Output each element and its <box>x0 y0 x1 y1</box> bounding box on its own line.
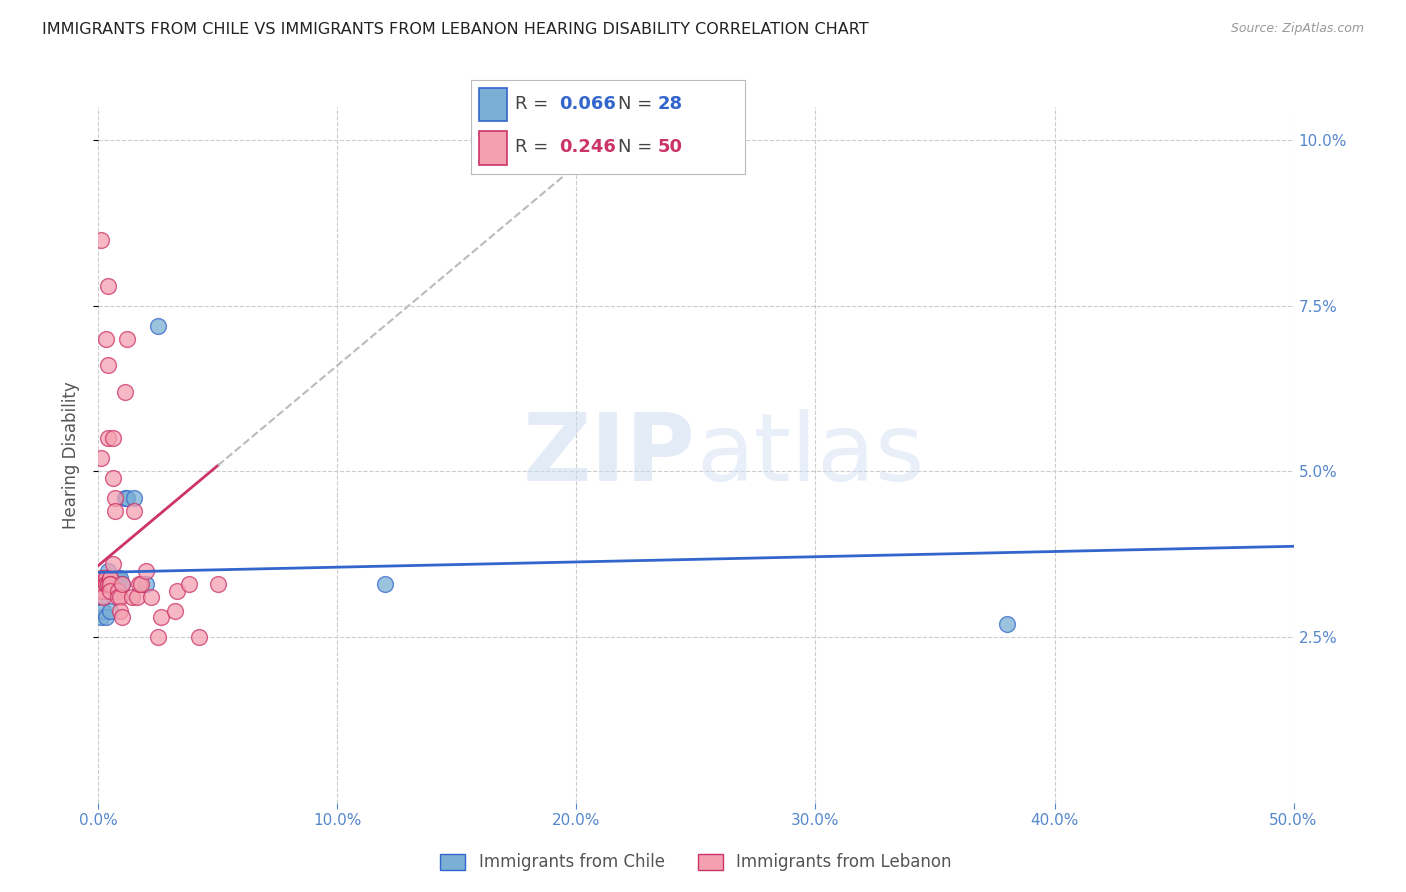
Point <box>104 570 127 584</box>
Point <box>91 583 114 598</box>
Point <box>98 577 122 591</box>
Point <box>91 577 114 591</box>
Point <box>121 591 143 605</box>
Bar <box>479 131 506 164</box>
Point <box>125 591 148 605</box>
Point <box>207 577 229 591</box>
Point <box>101 471 124 485</box>
Point <box>90 591 112 605</box>
Point <box>98 583 122 598</box>
Text: Source: ZipAtlas.com: Source: ZipAtlas.com <box>1230 22 1364 36</box>
Text: atlas: atlas <box>696 409 924 501</box>
Text: 0.066: 0.066 <box>558 95 616 113</box>
Text: ZIP: ZIP <box>523 409 696 501</box>
Point <box>98 570 122 584</box>
Point <box>90 233 112 247</box>
Point <box>149 610 172 624</box>
Point <box>97 564 120 578</box>
Point <box>111 610 134 624</box>
Point <box>104 583 127 598</box>
Point <box>148 630 170 644</box>
Point <box>111 577 134 591</box>
Text: N =: N = <box>617 95 658 113</box>
Point <box>148 318 170 333</box>
Point <box>107 591 129 605</box>
Point <box>94 610 117 624</box>
Point <box>107 583 129 598</box>
Point <box>97 577 120 591</box>
Point <box>98 577 122 591</box>
Text: N =: N = <box>617 138 658 156</box>
Point <box>111 577 134 591</box>
Point <box>101 577 124 591</box>
Point <box>97 577 120 591</box>
Point <box>97 431 120 445</box>
Point <box>128 577 150 591</box>
Legend: Immigrants from Chile, Immigrants from Lebanon: Immigrants from Chile, Immigrants from L… <box>433 847 959 878</box>
Point <box>108 604 131 618</box>
Point <box>91 570 114 584</box>
Point <box>115 332 138 346</box>
Point <box>94 332 117 346</box>
Point <box>101 431 124 445</box>
Point <box>108 591 131 605</box>
Point <box>91 591 114 605</box>
Point <box>104 491 127 505</box>
Point <box>94 570 117 584</box>
Point <box>115 491 138 505</box>
Point <box>139 591 162 605</box>
Point <box>91 604 114 618</box>
Point <box>101 558 124 572</box>
Text: R =: R = <box>515 138 554 156</box>
Text: IMMIGRANTS FROM CHILE VS IMMIGRANTS FROM LEBANON HEARING DISABILITY CORRELATION : IMMIGRANTS FROM CHILE VS IMMIGRANTS FROM… <box>42 22 869 37</box>
Text: 50: 50 <box>658 138 682 156</box>
Point <box>107 570 129 584</box>
Point <box>90 610 112 624</box>
Point <box>94 583 117 598</box>
Point <box>124 491 146 505</box>
Point <box>90 451 112 466</box>
Point <box>179 577 201 591</box>
Point <box>163 604 186 618</box>
Point <box>114 491 136 505</box>
Point <box>107 577 129 591</box>
Text: 0.246: 0.246 <box>558 138 616 156</box>
Point <box>94 570 117 584</box>
Point <box>166 583 188 598</box>
Point <box>94 577 117 591</box>
Point <box>187 630 209 644</box>
Point <box>108 570 131 584</box>
Point <box>124 504 146 518</box>
Point <box>135 577 157 591</box>
Point <box>97 279 120 293</box>
Text: 28: 28 <box>658 95 682 113</box>
Y-axis label: Hearing Disability: Hearing Disability <box>62 381 80 529</box>
Point <box>114 384 136 399</box>
Point <box>135 564 157 578</box>
Point <box>101 577 124 591</box>
Point <box>97 577 120 591</box>
Point <box>91 577 114 591</box>
Point <box>104 504 127 518</box>
Point <box>374 577 396 591</box>
Point <box>98 604 122 618</box>
Point <box>97 583 120 598</box>
Point <box>995 616 1018 631</box>
Point <box>94 570 117 584</box>
Point <box>131 577 153 591</box>
Point <box>98 570 122 584</box>
Point <box>90 570 112 584</box>
Point <box>94 577 117 591</box>
Text: R =: R = <box>515 95 554 113</box>
Point <box>98 570 122 584</box>
Point <box>97 359 120 373</box>
Point <box>91 583 114 598</box>
Bar <box>479 87 506 121</box>
Point <box>98 583 122 598</box>
